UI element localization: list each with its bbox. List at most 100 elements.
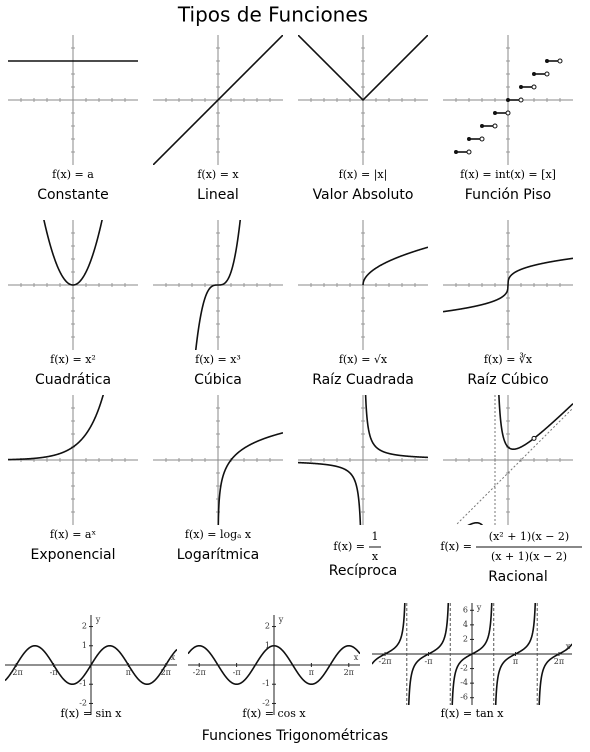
curve — [298, 395, 428, 525]
formula: f(x) = x — [197, 168, 239, 181]
y-tick-label: 2 — [82, 622, 87, 631]
axis-name: x — [566, 642, 571, 651]
graph — [8, 35, 138, 165]
denominator: (x + 1)(x − 2) — [491, 550, 567, 563]
graph — [153, 395, 283, 525]
curve — [5, 644, 177, 686]
graph — [298, 35, 428, 165]
function-name: Valor Absoluto — [313, 187, 414, 203]
y-tick-label: -1 — [79, 679, 87, 688]
open-dot — [466, 149, 472, 155]
formula: f(x) = ∛x — [484, 352, 533, 366]
formula: f(x) = tan x — [441, 707, 505, 720]
function-name: Racional — [488, 569, 548, 585]
open-dot — [492, 123, 498, 129]
x-tick-label: -π — [425, 657, 433, 666]
trig-graph: -2π -π π 2π 2 1 -1 -2 x y — [188, 615, 360, 715]
graph — [8, 220, 138, 350]
denominator: x — [372, 550, 379, 563]
x-tick-label: π — [126, 668, 131, 677]
formula: f(x) = x³ — [195, 353, 241, 366]
x-tick-label: -2π — [379, 657, 392, 666]
title: Tipos de Funciones — [177, 3, 368, 27]
open-dot — [557, 58, 563, 64]
formula: f(x) = logₐ x — [185, 528, 252, 541]
curve — [153, 35, 283, 165]
numerator: (x² + 1)(x − 2) — [489, 530, 569, 543]
function-name: Cúbica — [194, 372, 242, 388]
graph — [153, 220, 283, 350]
graph — [298, 395, 428, 525]
axis-name: y — [476, 603, 482, 612]
open-dot — [544, 71, 550, 77]
dot — [519, 85, 523, 89]
graph — [443, 395, 573, 525]
formula-prefix: f(x) = — [333, 540, 365, 553]
curve — [217, 432, 283, 525]
open-dot — [518, 97, 524, 103]
axis-name: y — [95, 615, 101, 624]
function-name: Cuadrática — [35, 372, 111, 388]
x-tick-label: 2π — [554, 657, 564, 666]
formula: f(x) = sin x — [60, 707, 122, 720]
y-tick-label: -6 — [460, 693, 468, 702]
formula-prefix: f(x) = — [440, 540, 472, 553]
formula: f(x) = aˣ — [50, 528, 97, 541]
y-tick-label: 4 — [463, 620, 468, 629]
graph — [8, 395, 138, 525]
graph — [443, 220, 573, 350]
curve — [8, 395, 105, 461]
graph — [298, 220, 428, 350]
function-name: Raíz Cúbico — [467, 372, 548, 388]
axis-name: x — [354, 653, 359, 662]
axis-name: x — [171, 653, 176, 662]
y-tick-label: 2 — [265, 622, 270, 631]
formula: f(x) = cos x — [242, 707, 306, 720]
y-tick-label: -2 — [79, 698, 87, 707]
x-tick-label: 2π — [161, 668, 171, 677]
curve — [362, 246, 428, 286]
y-tick-label: -2 — [262, 698, 270, 707]
x-tick-label: -π — [50, 668, 58, 677]
function-name: Lineal — [197, 187, 239, 203]
x-tick-label: 2π — [344, 668, 354, 677]
dot — [480, 124, 484, 128]
function-name: Raíz Cuadrada — [312, 372, 414, 388]
open-dot — [479, 136, 485, 142]
x-tick-label: -2π — [193, 668, 206, 677]
numerator: 1 — [372, 530, 379, 543]
dot — [532, 72, 536, 76]
trig-title: Funciones Trigonométricas — [202, 728, 388, 744]
function-name: Constante — [37, 187, 109, 203]
formula: f(x) = x² — [50, 353, 96, 366]
axis-name: y — [278, 615, 284, 624]
x-tick-label: -π — [233, 668, 241, 677]
x-tick-label: π — [513, 657, 518, 666]
x-tick-label: π — [309, 668, 314, 677]
y-tick-label: 1 — [82, 641, 87, 650]
curve — [443, 257, 573, 313]
dot — [506, 98, 510, 102]
formula: f(x) = a — [52, 168, 94, 181]
y-tick-label: 1 — [265, 641, 270, 650]
y-tick-label: 2 — [463, 634, 468, 643]
function-name: Recíproca — [329, 563, 397, 579]
graph — [443, 35, 573, 165]
graph — [153, 35, 283, 165]
hole — [531, 435, 537, 441]
open-dot — [531, 84, 537, 90]
open-dot — [505, 110, 511, 116]
trig-graph: -2π -π π 2π 6 4 2 -2 -4 -6 x y — [372, 603, 572, 705]
y-tick-label: -2 — [460, 664, 468, 673]
x-tick-label: -2π — [10, 668, 23, 677]
dot — [545, 59, 549, 63]
formula: f(x) = √x — [339, 353, 388, 366]
function-name: Logarítmica — [177, 547, 260, 563]
formula: f(x) = |x| — [339, 168, 388, 182]
trig-graph: -2π -π π 2π 2 1 -1 -2 x y — [5, 615, 177, 715]
curve — [43, 220, 103, 286]
y-tick-label: -4 — [460, 678, 468, 687]
y-tick-label: 6 — [463, 605, 468, 614]
function-name: Función Piso — [465, 187, 551, 203]
